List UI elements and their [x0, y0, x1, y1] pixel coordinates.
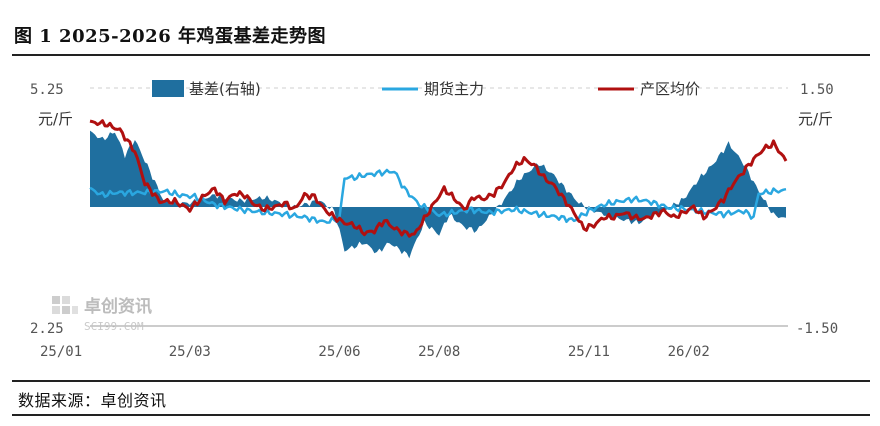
x-tick-labels: 25/01 25/03 25/06 25/08 25/11 26/02 — [40, 344, 710, 360]
legend-spot-label: 产区均价 — [640, 80, 700, 98]
x-tick-label: 25/08 — [418, 344, 460, 360]
legend: 基差(右轴) 期货主力 产区均价 — [152, 80, 700, 98]
watermark-en: SCI99.COM — [84, 320, 144, 333]
plot-area — [89, 119, 788, 259]
watermark-logo-icon — [52, 296, 60, 304]
right-axis-unit: 元/斤 — [798, 110, 833, 128]
x-tick-label: 25/11 — [568, 344, 610, 360]
right-axis-top-label: 1.50 — [800, 82, 834, 98]
legend-futures-label: 期货主力 — [424, 80, 484, 98]
legend-basis-swatch — [152, 80, 184, 97]
top-rule — [12, 54, 870, 56]
source-note: 数据来源：卓创资讯 — [18, 391, 167, 410]
watermark: 卓创资讯 SCI99.COM — [52, 296, 152, 333]
series-basis-area — [90, 130, 786, 259]
source-rule — [12, 380, 870, 382]
left-axis-bottom-label: 2.25 — [30, 321, 64, 337]
series-spot-line — [89, 119, 788, 238]
bottom-rule — [12, 414, 870, 416]
figure-title: 图 1 2025-2026 年鸡蛋基差走势图 — [14, 26, 326, 47]
series-futures-line — [89, 168, 787, 224]
left-axis-unit: 元/斤 — [38, 110, 73, 128]
legend-basis-label: 基差(右轴) — [189, 80, 261, 98]
watermark-cn: 卓创资讯 — [84, 296, 152, 317]
x-tick-label: 25/06 — [318, 344, 360, 360]
x-tick-label: 26/02 — [668, 344, 710, 360]
right-axis-bottom-label: -1.50 — [796, 321, 838, 337]
x-tick-label: 25/03 — [169, 344, 211, 360]
basis-chart: 5.25 元/斤 2.25 1.50 元/斤 -1.50 25/01 25/03 2… — [30, 80, 838, 360]
left-axis-top-label: 5.25 — [30, 82, 64, 98]
x-tick-label: 25/01 — [40, 344, 82, 360]
